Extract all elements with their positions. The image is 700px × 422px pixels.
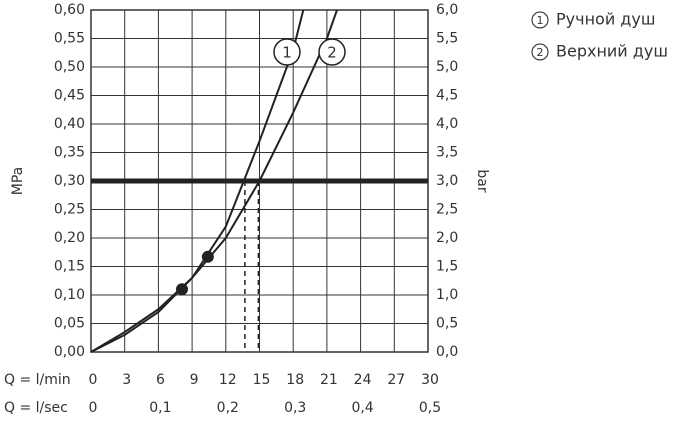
x-tick-label: 9 bbox=[190, 372, 199, 388]
x-tick-label: 24 bbox=[354, 372, 372, 388]
legend-symbol-text: 2 bbox=[537, 46, 544, 59]
y2-tick-label: 1,0 bbox=[436, 287, 458, 303]
legend-symbol bbox=[531, 11, 549, 29]
y-tick-label: 0,50 bbox=[54, 59, 85, 75]
x2-tick-label: 0,1 bbox=[149, 400, 171, 416]
x-tick-label: 27 bbox=[387, 372, 405, 388]
y2-tick-label: 2,5 bbox=[436, 202, 458, 218]
legend-symbol bbox=[531, 43, 549, 61]
x-tick-label: 15 bbox=[253, 372, 271, 388]
y-tick-label: 0,55 bbox=[54, 31, 85, 47]
y-tick-label: 0,35 bbox=[54, 145, 85, 161]
x2-tick-label: 0,4 bbox=[351, 400, 373, 416]
y-tick-label: 0,40 bbox=[54, 116, 85, 132]
x-tick-label: 30 bbox=[421, 372, 439, 388]
y-tick-label: 0,20 bbox=[54, 230, 85, 246]
y2-tick-label: 2,0 bbox=[436, 230, 458, 246]
legend-label: Ручной душ bbox=[556, 10, 655, 29]
curve-label: 1 bbox=[282, 44, 292, 62]
legend-label: Верхний душ bbox=[556, 42, 668, 61]
y2-tick-label: 4,5 bbox=[436, 88, 458, 104]
curve bbox=[90, 9, 338, 353]
x-tick-label: 12 bbox=[219, 372, 237, 388]
y-tick-label: 0,00 bbox=[54, 344, 85, 360]
point bbox=[175, 283, 188, 296]
y2-tick-label: 1,5 bbox=[436, 259, 458, 275]
y2-tick-label: 4,0 bbox=[436, 116, 458, 132]
curve-label-circle bbox=[318, 38, 346, 66]
x-tick-label: 6 bbox=[156, 372, 165, 388]
y-tick-label: 0,30 bbox=[54, 173, 85, 189]
curve-label: 2 bbox=[327, 44, 337, 62]
point bbox=[201, 250, 214, 263]
y2-tick-label: 5,5 bbox=[436, 31, 458, 47]
y2-tick-label: 0,5 bbox=[436, 316, 458, 332]
y2-tick-label: 6,0 bbox=[436, 2, 458, 18]
y2-axis-label: bar bbox=[474, 169, 490, 192]
x-tick-label: 21 bbox=[320, 372, 338, 388]
y-axis-label: MPa bbox=[10, 167, 26, 195]
y2-tick-label: 3,5 bbox=[436, 145, 458, 161]
y2-tick-label: 3,0 bbox=[436, 173, 458, 189]
y-tick-label: 0,05 bbox=[54, 316, 85, 332]
y-tick-label: 0,45 bbox=[54, 88, 85, 104]
x-tick-label: 3 bbox=[122, 372, 131, 388]
y-tick-label: 0,60 bbox=[54, 2, 85, 18]
x2-tick-label: 0 bbox=[89, 400, 98, 416]
y-tick-label: 0,15 bbox=[54, 259, 85, 275]
legend-symbol-text: 1 bbox=[537, 14, 544, 27]
x-axis-label: Q = l/min bbox=[4, 372, 71, 388]
y2-tick-label: 0,0 bbox=[436, 344, 458, 360]
y-tick-label: 0,10 bbox=[54, 287, 85, 303]
x-tick-label: 18 bbox=[286, 372, 304, 388]
curve-label-circle bbox=[273, 38, 301, 66]
x-tick-label: 0 bbox=[89, 372, 98, 388]
x2-axis-label: Q = l/sec bbox=[4, 400, 68, 416]
x2-tick-label: 0,5 bbox=[419, 400, 441, 416]
y2-tick-label: 5,0 bbox=[436, 59, 458, 75]
x2-tick-label: 0,2 bbox=[217, 400, 239, 416]
x2-tick-label: 0,3 bbox=[284, 400, 306, 416]
y-tick-label: 0,25 bbox=[54, 202, 85, 218]
